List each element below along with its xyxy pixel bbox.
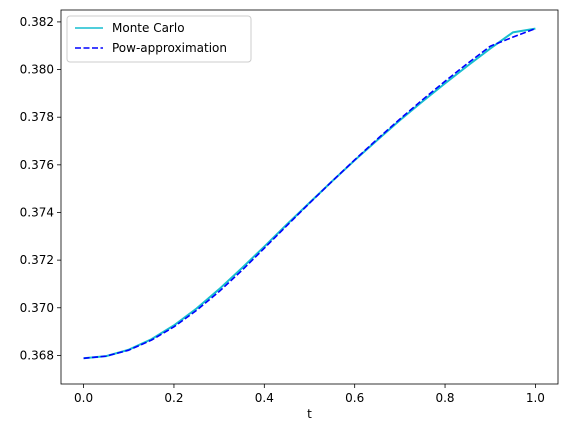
y-tick-label: 0.370 xyxy=(20,301,54,315)
x-axis-ticks: 0.0 0.2 0.4 0.6 0.8 1.0 xyxy=(74,384,545,405)
x-tick-label: 0.8 xyxy=(435,391,454,405)
y-tick-label: 0.382 xyxy=(20,15,54,29)
series-line-pow-approximation xyxy=(83,27,536,360)
y-tick-label: 0.374 xyxy=(20,205,54,219)
y-tick-label: 0.368 xyxy=(20,348,54,362)
y-tick-label: 0.376 xyxy=(20,158,54,172)
x-tick-label: 0.0 xyxy=(74,391,93,405)
y-tick-label: 0.378 xyxy=(20,110,54,124)
x-tick-label: 1.0 xyxy=(526,391,545,405)
legend-label-monte-carlo: Monte Carlo xyxy=(112,21,185,35)
x-axis-title: t xyxy=(307,407,312,421)
legend-box xyxy=(66,15,252,63)
y-axis-ticks: 0.368 0.370 0.372 0.374 0.376 0.378 0.380 0.382 xyxy=(20,15,61,362)
y-tick-label: 0.372 xyxy=(20,253,54,267)
plot-frame xyxy=(60,9,559,385)
legend: Monte Carlo Pow-approximation xyxy=(66,15,252,63)
plot-lines xyxy=(83,27,536,360)
legend-label-pow-approximation: Pow-approximation xyxy=(112,41,227,55)
x-tick-label: 0.6 xyxy=(345,391,364,405)
x-tick-label: 0.2 xyxy=(164,391,183,405)
x-tick-label: 0.4 xyxy=(255,391,274,405)
y-tick-label: 0.380 xyxy=(20,63,54,77)
